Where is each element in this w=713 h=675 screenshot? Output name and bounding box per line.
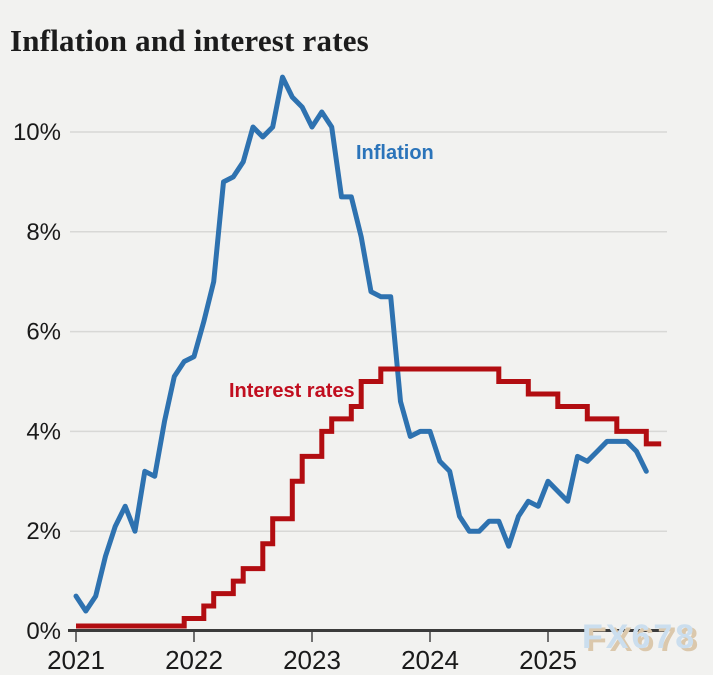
x-axis-label: 2025 [519,645,577,675]
interest-rates-series-label: Interest rates [229,380,355,402]
y-axis-label: 0% [26,618,61,645]
x-axis-label: 2022 [165,645,223,675]
inflation-line [73,74,649,614]
y-axis-label: 6% [26,319,61,346]
y-axis-label: 10% [13,119,61,146]
x-axis-label: 2023 [283,645,341,675]
y-axis-label: 4% [26,418,61,445]
y-axis-label: 8% [26,219,61,246]
watermark: FX678 [582,618,698,656]
interest-rates-line [76,366,662,629]
y-axis-label: 2% [26,518,61,545]
x-axis-label: 2021 [47,645,105,675]
chart-title: Inflation and interest rates [10,22,369,58]
inflation-series-label: Inflation [356,142,434,164]
x-axis-label: 2024 [401,645,459,675]
